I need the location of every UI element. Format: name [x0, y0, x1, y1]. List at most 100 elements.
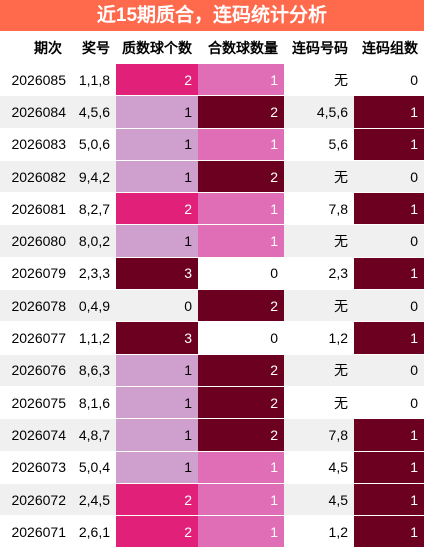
table-body: 2026085 1,1,8 2 1 无 0 2026084 4,5,6 1 2 4,5,6 1 2026…	[0, 64, 424, 548]
composite-count-cell: 1	[198, 515, 284, 548]
consecutive-numbers-cell: 1,2	[284, 321, 354, 355]
composite-count-cell: 2	[198, 289, 284, 323]
header-issue: 期次	[0, 31, 72, 64]
numbers-cell: 5,0,6	[72, 128, 116, 161]
prime-count-cell: 1	[116, 418, 198, 452]
composite-count-cell: 1	[198, 192, 284, 226]
composite-count-cell: 0	[198, 257, 284, 291]
numbers-cell: 1,1,8	[72, 64, 116, 97]
numbers-cell: 2,4,5	[72, 483, 116, 517]
consecutive-groups-cell: 0	[354, 386, 424, 420]
header-row: 期次 奖号 质数球个数 合数球数量 连码号码 连码组数	[0, 31, 424, 64]
prime-count-cell: 1	[116, 386, 198, 420]
prime-count-cell: 2	[116, 64, 198, 97]
consecutive-numbers-cell: 无	[284, 386, 354, 420]
consecutive-groups-cell: 0	[354, 354, 424, 387]
numbers-cell: 0,4,9	[72, 289, 116, 323]
prime-count-cell: 1	[116, 451, 198, 484]
consecutive-groups-cell: 1	[354, 418, 424, 452]
numbers-cell: 8,0,2	[72, 224, 116, 258]
consecutive-groups-cell: 1	[354, 95, 424, 129]
issue-cell: 2026077	[0, 321, 72, 355]
prime-count-cell: 1	[116, 224, 198, 258]
composite-count-cell: 1	[198, 128, 284, 161]
issue-cell: 2026074	[0, 418, 72, 452]
table-row: 2026077 1,1,2 3 0 1,2 1	[0, 321, 424, 355]
consecutive-groups-cell: 1	[354, 515, 424, 548]
table-row: 2026080 8,0,2 1 1 无 0	[0, 224, 424, 258]
numbers-cell: 8,1,6	[72, 386, 116, 420]
consecutive-groups-cell: 1	[354, 192, 424, 226]
issue-cell: 2026081	[0, 192, 72, 226]
prime-count-cell: 2	[116, 483, 198, 517]
consecutive-groups-cell: 0	[354, 224, 424, 258]
prime-count-cell: 1	[116, 95, 198, 129]
prime-count-cell: 1	[116, 160, 198, 194]
prime-count-cell: 2	[116, 192, 198, 226]
prime-count-cell: 1	[116, 354, 198, 387]
composite-count-cell: 1	[198, 64, 284, 97]
consecutive-groups-cell: 1	[354, 321, 424, 355]
consecutive-numbers-cell: 2,3	[284, 257, 354, 291]
consecutive-groups-cell: 1	[354, 257, 424, 291]
consecutive-numbers-cell: 无	[284, 354, 354, 387]
issue-cell: 2026083	[0, 128, 72, 161]
table-row: 2026074 4,8,7 1 2 7,8 1	[0, 418, 424, 452]
composite-count-cell: 1	[198, 483, 284, 517]
consecutive-groups-cell: 1	[354, 451, 424, 484]
consecutive-numbers-cell: 4,5	[284, 451, 354, 484]
table-row: 2026082 9,4,2 1 2 无 0	[0, 160, 424, 194]
composite-count-cell: 2	[198, 160, 284, 194]
page-title: 近15期质合，连码统计分析	[0, 0, 424, 31]
prime-count-cell: 2	[116, 515, 198, 548]
prime-count-cell: 1	[116, 128, 198, 161]
table-row: 2026071 2,6,1 2 1 1,2 1	[0, 515, 424, 548]
numbers-cell: 9,4,2	[72, 160, 116, 194]
consecutive-groups-cell: 1	[354, 483, 424, 517]
table-row: 2026085 1,1,8 2 1 无 0	[0, 64, 424, 97]
consecutive-numbers-cell: 7,8	[284, 418, 354, 452]
numbers-cell: 4,5,6	[72, 95, 116, 129]
consecutive-groups-cell: 0	[354, 64, 424, 97]
stats-table: 期次 奖号 质数球个数 合数球数量 连码号码 连码组数 2026085 1,1,8…	[0, 31, 424, 548]
table-row: 2026081 8,2,7 2 1 7,8 1	[0, 192, 424, 226]
table-row: 2026083 5,0,6 1 1 5,6 1	[0, 128, 424, 161]
prime-count-cell: 3	[116, 321, 198, 355]
consecutive-numbers-cell: 7,8	[284, 192, 354, 226]
consecutive-numbers-cell: 无	[284, 224, 354, 258]
issue-cell: 2026085	[0, 64, 72, 97]
numbers-cell: 8,6,3	[72, 354, 116, 387]
table-row: 2026073 5,0,4 1 1 4,5 1	[0, 451, 424, 484]
issue-cell: 2026076	[0, 354, 72, 387]
composite-count-cell: 2	[198, 386, 284, 420]
issue-cell: 2026072	[0, 483, 72, 517]
header-consecutive-numbers: 连码号码	[284, 31, 354, 64]
issue-cell: 2026073	[0, 451, 72, 484]
table-row: 2026084 4,5,6 1 2 4,5,6 1	[0, 95, 424, 129]
composite-count-cell: 1	[198, 451, 284, 484]
issue-cell: 2026084	[0, 95, 72, 129]
header-consecutive-groups: 连码组数	[354, 31, 424, 64]
numbers-cell: 2,6,1	[72, 515, 116, 548]
table-row: 2026075 8,1,6 1 2 无 0	[0, 386, 424, 420]
composite-count-cell: 2	[198, 354, 284, 387]
issue-cell: 2026082	[0, 160, 72, 194]
table-row: 2026076 8,6,3 1 2 无 0	[0, 354, 424, 387]
composite-count-cell: 2	[198, 95, 284, 129]
consecutive-numbers-cell: 无	[284, 289, 354, 323]
header-composite-count: 合数球数量	[198, 31, 284, 64]
numbers-cell: 5,0,4	[72, 451, 116, 484]
prime-count-cell: 0	[116, 289, 198, 323]
numbers-cell: 8,2,7	[72, 192, 116, 226]
numbers-cell: 2,3,3	[72, 257, 116, 291]
consecutive-numbers-cell: 1,2	[284, 515, 354, 548]
issue-cell: 2026075	[0, 386, 72, 420]
consecutive-groups-cell: 0	[354, 289, 424, 323]
table-row: 2026072 2,4,5 2 1 4,5 1	[0, 483, 424, 517]
header-numbers: 奖号	[72, 31, 116, 64]
consecutive-numbers-cell: 5,6	[284, 128, 354, 161]
composite-count-cell: 1	[198, 224, 284, 258]
composite-count-cell: 2	[198, 418, 284, 452]
consecutive-numbers-cell: 4,5	[284, 483, 354, 517]
table-row: 2026079 2,3,3 3 0 2,3 1	[0, 257, 424, 291]
